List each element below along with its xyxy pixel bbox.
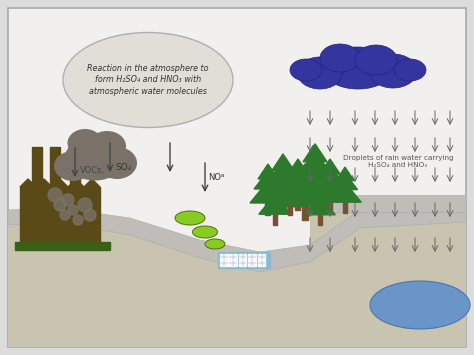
Text: SO₂: SO₂ xyxy=(115,164,131,173)
Polygon shape xyxy=(259,195,291,214)
Text: VOCs,: VOCs, xyxy=(80,166,105,175)
Polygon shape xyxy=(294,164,316,180)
Polygon shape xyxy=(295,198,301,210)
Polygon shape xyxy=(332,173,357,190)
Polygon shape xyxy=(316,166,344,184)
Polygon shape xyxy=(311,182,328,195)
Polygon shape xyxy=(312,176,348,198)
Text: NO⁸: NO⁸ xyxy=(208,174,224,182)
Circle shape xyxy=(48,188,62,202)
Ellipse shape xyxy=(298,57,343,89)
Polygon shape xyxy=(52,179,68,187)
Ellipse shape xyxy=(205,239,225,249)
Polygon shape xyxy=(263,173,303,197)
Text: Reaction in the atmosphere to
form H₂SO₄ and HNO₃ with
atmospheric water molecul: Reaction in the atmosphere to form H₂SO₄… xyxy=(87,64,209,96)
Ellipse shape xyxy=(192,226,218,238)
Polygon shape xyxy=(280,197,286,210)
Polygon shape xyxy=(258,164,278,179)
Polygon shape xyxy=(248,261,256,266)
Ellipse shape xyxy=(97,147,137,179)
Polygon shape xyxy=(279,180,301,194)
Polygon shape xyxy=(273,214,277,225)
Polygon shape xyxy=(285,182,325,207)
Circle shape xyxy=(84,209,96,221)
Polygon shape xyxy=(258,254,265,259)
Polygon shape xyxy=(8,205,466,272)
Polygon shape xyxy=(266,179,284,193)
Polygon shape xyxy=(220,254,228,259)
Circle shape xyxy=(62,194,74,206)
Polygon shape xyxy=(20,187,100,242)
Polygon shape xyxy=(293,164,337,191)
Polygon shape xyxy=(302,207,308,220)
Ellipse shape xyxy=(369,54,417,88)
Polygon shape xyxy=(218,252,270,268)
Polygon shape xyxy=(254,171,282,189)
Polygon shape xyxy=(305,196,335,215)
Polygon shape xyxy=(282,174,298,186)
Polygon shape xyxy=(290,171,320,191)
Ellipse shape xyxy=(175,211,205,225)
Polygon shape xyxy=(280,176,316,198)
Ellipse shape xyxy=(322,47,394,89)
Polygon shape xyxy=(329,182,361,202)
Polygon shape xyxy=(20,179,36,187)
Polygon shape xyxy=(310,212,466,310)
Polygon shape xyxy=(275,188,304,206)
Polygon shape xyxy=(248,254,256,259)
Polygon shape xyxy=(268,162,299,181)
Polygon shape xyxy=(68,179,84,187)
Polygon shape xyxy=(272,154,294,170)
Polygon shape xyxy=(288,206,292,215)
Polygon shape xyxy=(15,242,110,250)
Circle shape xyxy=(60,210,70,220)
Polygon shape xyxy=(328,198,332,210)
Ellipse shape xyxy=(63,33,233,127)
Polygon shape xyxy=(284,166,312,184)
Polygon shape xyxy=(298,152,332,174)
Polygon shape xyxy=(32,147,42,187)
Polygon shape xyxy=(343,202,347,213)
Circle shape xyxy=(78,198,92,212)
Polygon shape xyxy=(318,215,322,225)
Circle shape xyxy=(54,199,66,211)
Ellipse shape xyxy=(355,45,397,75)
Ellipse shape xyxy=(370,281,470,329)
Polygon shape xyxy=(220,261,228,266)
Polygon shape xyxy=(229,254,237,259)
Polygon shape xyxy=(265,203,271,215)
Text: Droplets of rain water carrying
H₂SO₄ and HNO₃: Droplets of rain water carrying H₂SO₄ an… xyxy=(343,155,453,168)
Ellipse shape xyxy=(54,151,92,181)
Polygon shape xyxy=(303,144,327,162)
Polygon shape xyxy=(320,159,340,174)
Ellipse shape xyxy=(65,136,125,180)
Ellipse shape xyxy=(394,59,426,81)
Polygon shape xyxy=(239,254,246,259)
Polygon shape xyxy=(312,191,318,205)
Polygon shape xyxy=(258,261,265,266)
Polygon shape xyxy=(36,179,52,187)
Circle shape xyxy=(68,205,78,215)
Polygon shape xyxy=(70,147,80,187)
Circle shape xyxy=(73,215,83,225)
Polygon shape xyxy=(308,187,332,203)
Ellipse shape xyxy=(67,129,102,157)
Polygon shape xyxy=(239,261,246,266)
Ellipse shape xyxy=(290,59,322,81)
Polygon shape xyxy=(84,179,100,187)
Polygon shape xyxy=(263,185,288,202)
Polygon shape xyxy=(310,195,466,212)
Polygon shape xyxy=(288,159,308,174)
Polygon shape xyxy=(50,147,60,187)
Polygon shape xyxy=(8,213,466,347)
Ellipse shape xyxy=(320,44,360,72)
Polygon shape xyxy=(336,167,354,181)
Polygon shape xyxy=(229,261,237,266)
Ellipse shape xyxy=(88,131,126,161)
Polygon shape xyxy=(250,181,286,203)
